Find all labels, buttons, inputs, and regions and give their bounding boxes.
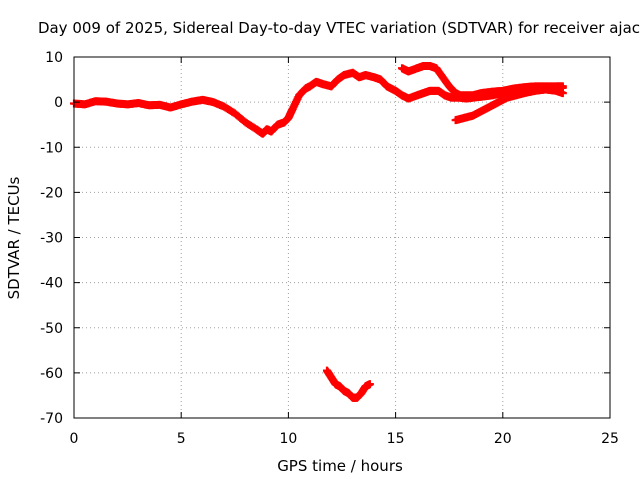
x-tick-label: 20 (494, 431, 512, 447)
y-axis-title: SDTVAR / TECUs (5, 176, 23, 299)
grid-lines (74, 57, 610, 418)
data-markers (70, 62, 567, 402)
y-tick-label: 0 (54, 95, 63, 111)
y-tick-label: -40 (40, 276, 63, 292)
y-tick-label: -50 (40, 321, 63, 337)
y-tick-label: -60 (40, 366, 63, 382)
series-main-track (70, 68, 567, 138)
series-negative-arc (322, 366, 374, 402)
y-tick-label: 10 (45, 50, 63, 66)
y-axis: -70 -60 -50 -40 -30 -20 -10 0 10 (40, 50, 610, 427)
y-tick-label: -20 (40, 185, 63, 201)
data-point (558, 89, 567, 98)
x-axis: 0 5 10 15 20 25 (70, 57, 619, 447)
series-lower-branch (451, 85, 567, 125)
chart-title: Day 009 of 2025, Sidereal Day-to-day VTE… (38, 19, 640, 37)
x-tick-label: 5 (177, 431, 186, 447)
x-tick-label: 0 (70, 431, 79, 447)
x-tick-label: 15 (387, 431, 405, 447)
x-tick-label: 10 (279, 431, 297, 447)
x-tick-label: 25 (601, 431, 619, 447)
data-point (365, 380, 374, 389)
y-tick-label: -30 (40, 231, 63, 247)
y-tick-label: -10 (40, 140, 63, 156)
y-tick-label: -70 (40, 411, 63, 427)
x-axis-title: GPS time / hours (277, 457, 403, 475)
